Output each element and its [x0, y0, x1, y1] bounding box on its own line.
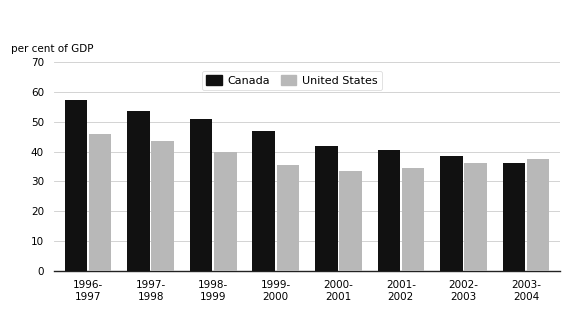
Bar — [89, 134, 112, 271]
Bar — [190, 119, 212, 271]
Text: Federal Market Debt: Federal Market Debt — [10, 12, 171, 27]
Text: (Public Accounts Basis): (Public Accounts Basis) — [10, 38, 147, 51]
Bar — [127, 112, 150, 271]
Legend: Canada, United States: Canada, United States — [201, 71, 382, 90]
Bar — [464, 163, 487, 271]
Bar — [214, 152, 237, 271]
Bar — [315, 146, 337, 271]
Bar — [65, 99, 87, 271]
Bar — [440, 156, 462, 271]
Bar — [339, 171, 362, 271]
Bar — [277, 165, 299, 271]
Bar — [503, 163, 525, 271]
Bar — [378, 150, 400, 271]
Bar — [527, 159, 549, 271]
Text: per cent of GDP: per cent of GDP — [11, 44, 93, 54]
Bar — [252, 131, 275, 271]
Bar — [402, 168, 424, 271]
Bar — [152, 141, 174, 271]
